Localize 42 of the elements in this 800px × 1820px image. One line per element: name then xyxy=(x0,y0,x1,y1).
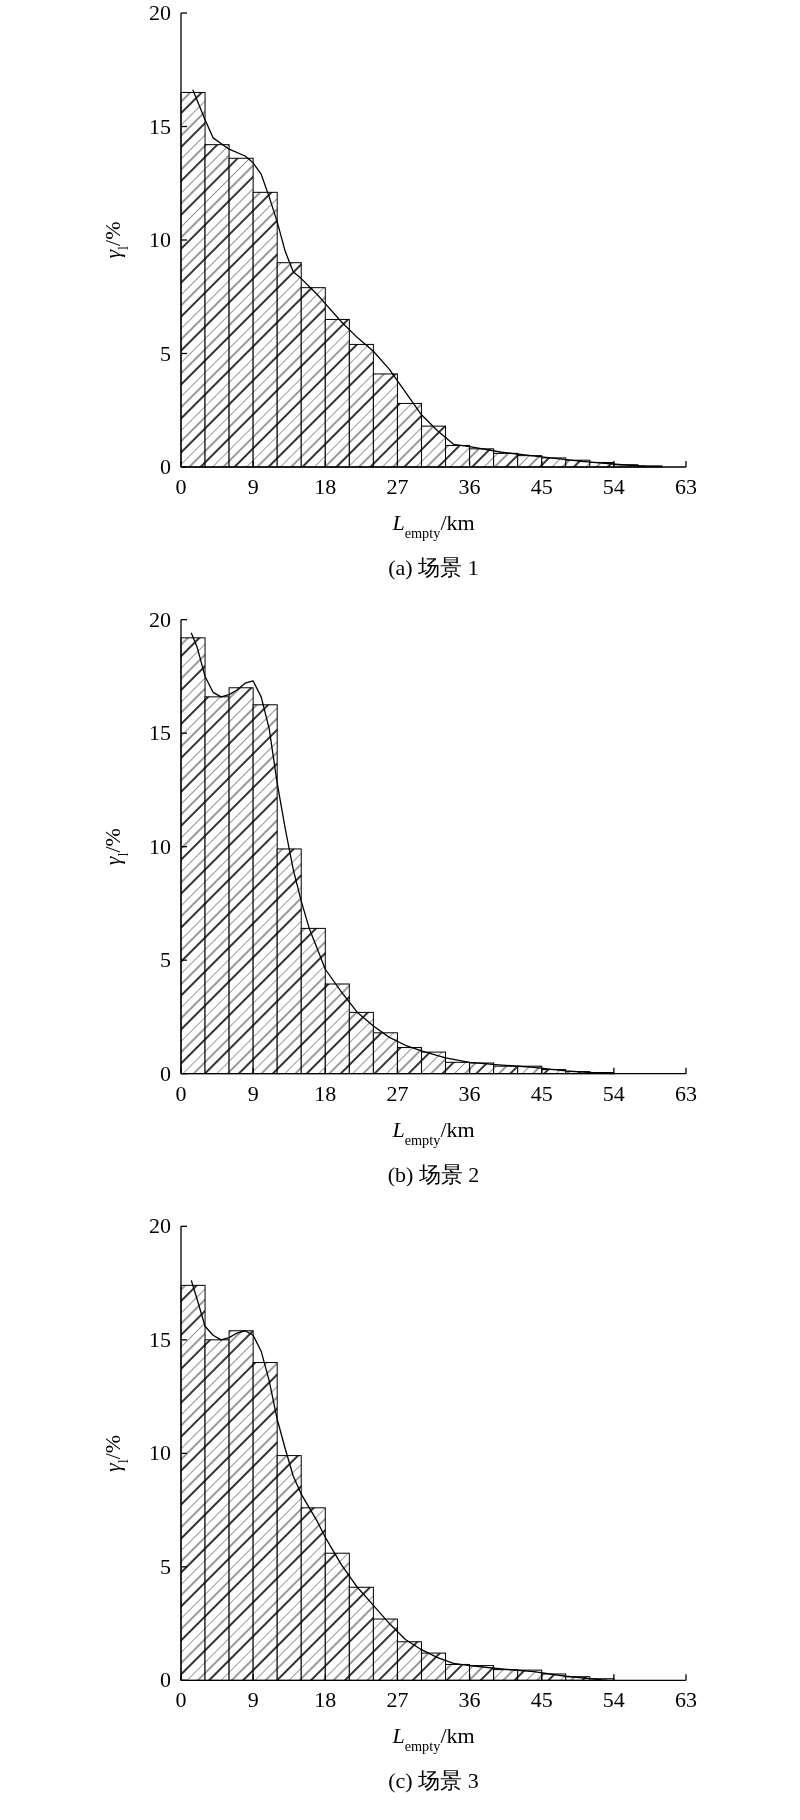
y-tick-label: 20 xyxy=(149,1213,171,1239)
x-tick-label: 18 xyxy=(314,1687,337,1713)
x-tick-label: 36 xyxy=(458,1687,481,1713)
y-tick-label: 5 xyxy=(160,1553,171,1579)
x-tick-label: 54 xyxy=(602,1687,625,1713)
x-tick-label: 45 xyxy=(530,1687,553,1713)
x-tick-label: 63 xyxy=(675,474,697,499)
y-tick-label: 20 xyxy=(149,606,171,632)
y-tick-label: 0 xyxy=(160,454,171,479)
x-tick-label: 63 xyxy=(675,1080,697,1106)
x-tick-label: 9 xyxy=(247,1687,259,1713)
y-tick-label: 0 xyxy=(160,1667,171,1693)
x-tick-label: 45 xyxy=(530,474,553,499)
x-tick-label: 63 xyxy=(675,1687,697,1713)
y-tick-label: 0 xyxy=(160,1060,171,1086)
y-tick-label: 20 xyxy=(149,0,171,25)
x-tick-label: 9 xyxy=(247,1080,259,1106)
x-tick-label: 18 xyxy=(314,1080,337,1106)
y-tick-label: 5 xyxy=(160,340,171,366)
text: (c) 场景 3 xyxy=(388,1768,479,1794)
x-tick-label: 27 xyxy=(386,474,409,499)
text: (a) 场景 1 xyxy=(388,555,479,580)
y-tick-label: 15 xyxy=(149,1326,171,1352)
x-tick-label: 18 xyxy=(314,474,337,499)
y-tick-label: 15 xyxy=(149,720,171,746)
x-tick-label: 9 xyxy=(247,474,259,499)
y-tick-label: 10 xyxy=(149,1440,171,1466)
x-tick-label: 27 xyxy=(386,1687,409,1713)
x-axis-title: L$_{empty}$/km xyxy=(391,510,475,541)
x-tick-label: 36 xyxy=(458,474,481,499)
x-tick-label: 54 xyxy=(602,474,625,499)
y-tick-label: 5 xyxy=(160,947,171,973)
y-tick-label: 10 xyxy=(149,833,171,859)
text: (b) 场景 2 xyxy=(387,1161,480,1187)
x-tick-label: 54 xyxy=(602,1080,625,1106)
x-tick-label: 36 xyxy=(458,1080,481,1106)
x-axis-title: L$_{empty}$/km xyxy=(391,1723,475,1755)
x-tick-label: 45 xyxy=(530,1080,553,1106)
x-tick-label: 27 xyxy=(386,1080,409,1106)
y-tick-label: 15 xyxy=(149,113,171,139)
y-tick-label: 10 xyxy=(149,227,171,252)
x-axis-title: L$_{empty}$/km xyxy=(391,1116,475,1148)
